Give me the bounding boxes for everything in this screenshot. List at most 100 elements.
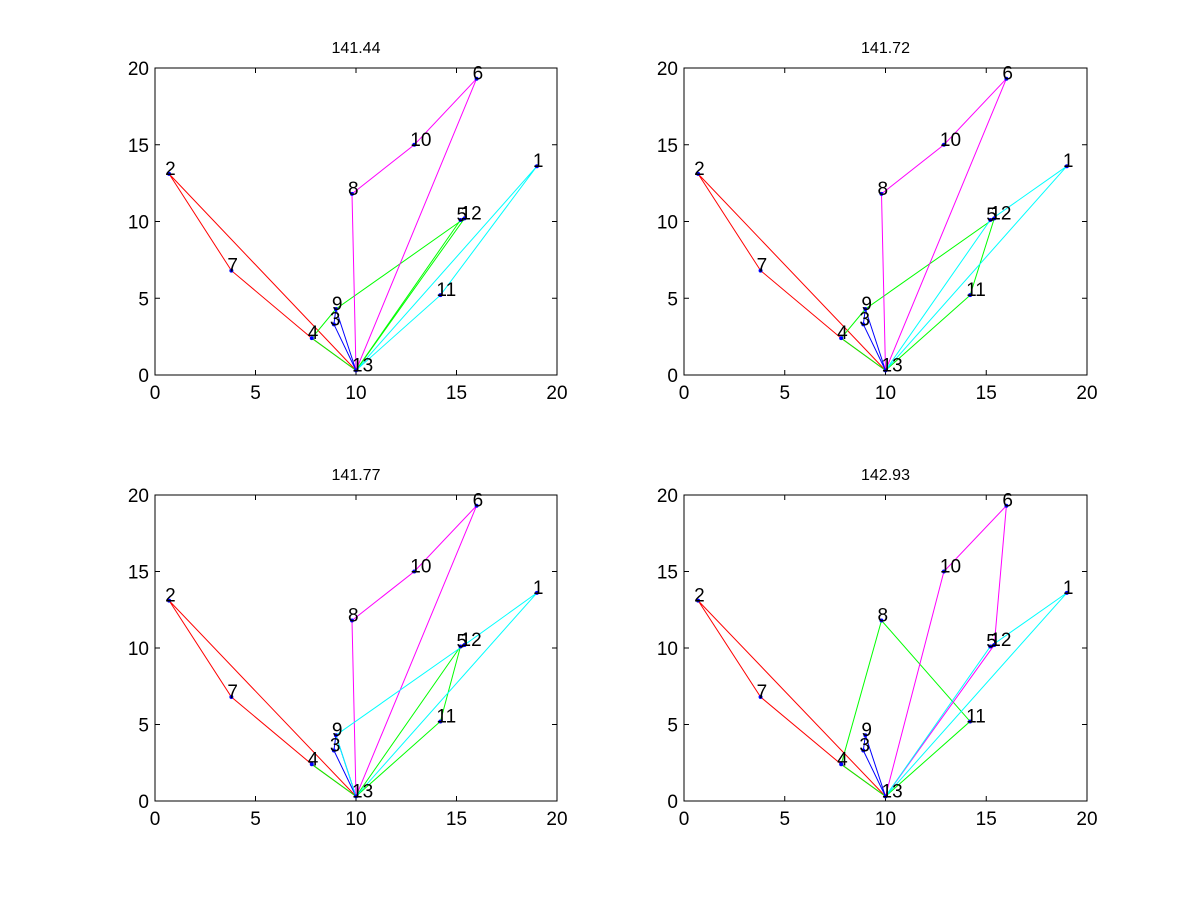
node-marker (354, 368, 358, 373)
node-label: 5 (986, 205, 997, 226)
node-marker (333, 306, 338, 311)
node-marker (879, 191, 884, 196)
x-tick-label: 10 (875, 383, 896, 404)
node-label: 11 (436, 280, 456, 301)
node-marker (696, 171, 701, 176)
node-label: 10 (940, 130, 961, 151)
node-marker (1064, 590, 1069, 595)
node-label: 9 (332, 294, 343, 315)
node-marker (462, 642, 467, 647)
x-tick-label: 20 (1076, 809, 1097, 830)
x-tick-label: 20 (546, 809, 567, 830)
node-marker (1064, 164, 1069, 169)
node-marker (861, 322, 866, 327)
node-marker (861, 748, 866, 753)
node-marker (863, 733, 868, 738)
y-tick-label: 20 (657, 59, 678, 80)
node-marker (349, 618, 354, 623)
x-tick-label: 15 (976, 809, 997, 830)
y-tick-label: 5 (138, 716, 149, 737)
node-marker (333, 733, 338, 738)
x-tick-label: 0 (150, 383, 161, 404)
node-marker (988, 217, 993, 222)
node-label: 13 (352, 781, 373, 802)
node-label: 3 (859, 736, 870, 757)
node-marker (839, 762, 844, 767)
node-label: 3 (330, 736, 341, 757)
node-marker (309, 762, 314, 767)
x-tick-label: 10 (345, 383, 366, 404)
y-tick-label: 5 (667, 716, 678, 737)
y-tick-label: 5 (667, 289, 678, 310)
node-label: 10 (410, 130, 431, 151)
x-tick-label: 0 (679, 383, 690, 404)
node-marker (458, 644, 463, 649)
node-label: 9 (332, 720, 343, 741)
axes-frame (154, 494, 558, 802)
node-label: 4 (308, 323, 319, 344)
route-line-3 (862, 735, 886, 797)
x-tick-label: 15 (976, 383, 997, 404)
x-tick-label: 10 (875, 809, 896, 830)
node-marker (229, 694, 234, 699)
node-marker (438, 719, 443, 724)
node-label: 1 (1063, 578, 1074, 599)
node-label: 4 (308, 749, 319, 770)
y-tick-label: 15 (128, 563, 149, 584)
route-line-5 (885, 592, 1068, 797)
node-label: 12 (461, 630, 482, 651)
x-tick-label: 5 (779, 809, 790, 830)
node-label: 8 (877, 179, 888, 200)
node-marker (412, 142, 417, 147)
node-label: 3 (330, 309, 341, 330)
node-label: 12 (990, 203, 1011, 224)
x-tick-label: 5 (250, 809, 261, 830)
node-label: 11 (966, 706, 986, 727)
node-marker (988, 644, 993, 649)
node-marker (839, 336, 844, 341)
node-marker (1004, 503, 1009, 508)
y-tick-label: 20 (657, 486, 678, 507)
node-label: 2 (694, 586, 705, 607)
x-tick-label: 0 (679, 809, 690, 830)
node-label: 10 (410, 557, 431, 578)
axes-frame (683, 494, 1088, 802)
x-tick-label: 10 (345, 809, 366, 830)
node-label: 10 (940, 557, 961, 578)
node-marker (412, 569, 417, 574)
node-marker (863, 306, 868, 311)
node-label: 2 (165, 159, 176, 180)
node-label: 1 (533, 578, 544, 599)
node-label: 11 (436, 706, 456, 727)
node-marker (758, 268, 763, 273)
route-line-3 (862, 308, 886, 371)
node-marker (309, 336, 314, 341)
node-marker (758, 694, 763, 699)
y-tick-label: 15 (128, 136, 149, 157)
node-label: 7 (757, 682, 768, 703)
node-label: 5 (986, 631, 997, 652)
x-tick-label: 20 (546, 383, 567, 404)
route-line-6 (355, 219, 461, 371)
node-marker (1004, 76, 1009, 81)
node-label: 7 (757, 256, 768, 277)
node-label: 4 (837, 749, 848, 770)
node-label: 5 (457, 205, 468, 226)
axes-frame (683, 67, 1088, 376)
node-label: 1 (533, 151, 544, 172)
node-marker (968, 293, 973, 298)
subplot-title: 142.93 (861, 467, 910, 484)
y-tick-label: 0 (667, 366, 678, 387)
node-marker (458, 217, 463, 222)
node-marker (167, 171, 172, 176)
x-tick-label: 20 (1076, 383, 1097, 404)
y-tick-label: 15 (657, 136, 678, 157)
route-line-5 (355, 165, 538, 371)
node-label: 13 (882, 781, 903, 802)
y-tick-label: 15 (657, 563, 678, 584)
y-tick-label: 5 (138, 289, 149, 310)
node-label: 2 (694, 159, 705, 180)
